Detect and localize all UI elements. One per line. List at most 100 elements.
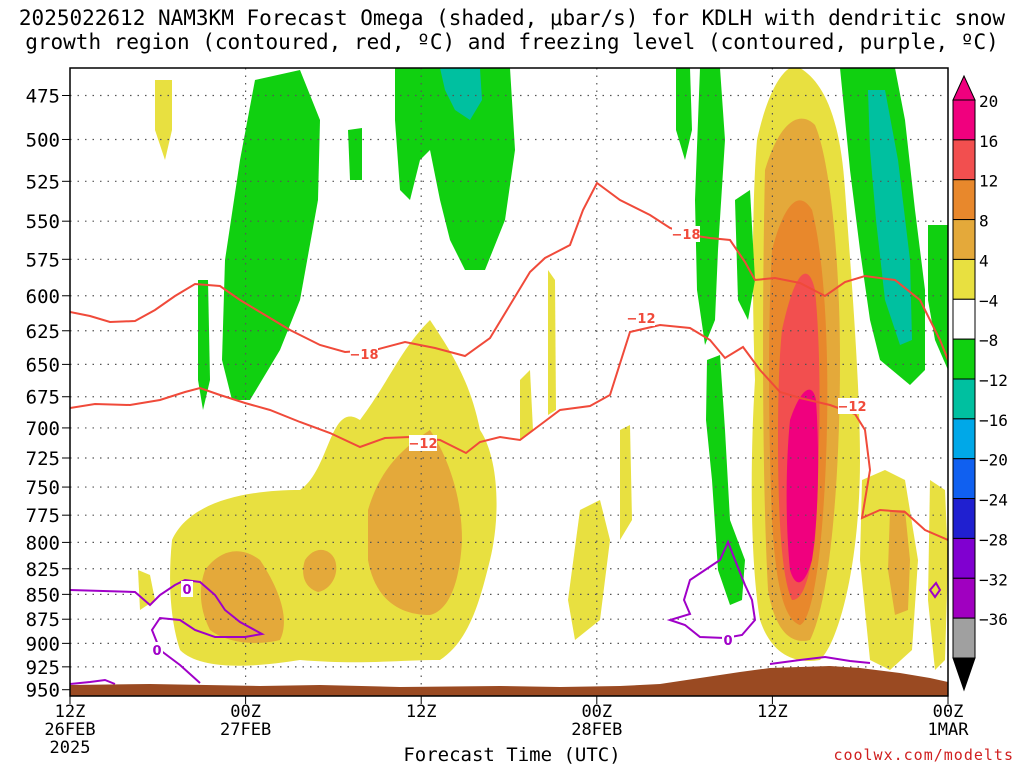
chart-title-line-1: 2025022612 NAM3KM Forecast Omega (shaded… (18, 6, 1006, 30)
y-tick-label: 775 (26, 505, 60, 527)
freezing-label: 0 (152, 644, 161, 659)
y-tick-label: 700 (26, 418, 60, 440)
colorbar-swatch (952, 298, 976, 340)
colorbar-swatch (952, 537, 976, 579)
colorbar-bottom-arrow (952, 657, 976, 692)
colorbar-top-arrow (952, 74, 976, 101)
colorbar-label: −28 (979, 530, 1008, 549)
x-tick-label: 00Z (581, 702, 613, 722)
omega-region-neg (695, 68, 725, 345)
omega-region-neg (222, 70, 320, 400)
colorbar-swatch (952, 498, 976, 539)
freezing-contour (769, 655, 871, 665)
terrain (70, 666, 948, 696)
colorbar-label: −16 (979, 411, 1008, 430)
y-tick-label: 500 (26, 129, 60, 151)
dgz-label: −12 (627, 312, 656, 327)
omega-region-neg (735, 190, 755, 320)
omega-region-8-12 (303, 549, 337, 592)
freezing-contour (928, 581, 942, 599)
colorbar-swatch (952, 338, 976, 380)
x-tick-label: 28FEB (571, 720, 623, 740)
omega-region-4-8 (568, 500, 610, 640)
y-tick-label: 800 (26, 532, 60, 554)
colorbar-label: −20 (979, 451, 1008, 470)
y-tick-label: 575 (26, 249, 60, 271)
omega-region-neg (395, 68, 515, 270)
x-tick-label: 00Z (230, 702, 261, 722)
colorbar-swatch (952, 219, 976, 260)
colorbar: 20 16 12 8 4 −4 −8 −12 −16 −20 −24 −28 −32 −36 (952, 74, 1008, 692)
x-tick-label: 27FEB (220, 720, 272, 740)
omega-region-neg (198, 280, 210, 410)
x-axis-title: Forecast Time (UTC) (403, 744, 621, 766)
colorbar-label: 8 (979, 212, 989, 231)
colorbar-label: 12 (979, 172, 998, 191)
omega-region-4-8 (155, 80, 172, 160)
colorbar-swatch (952, 179, 976, 221)
omega-region-4-8 (548, 270, 556, 415)
y-tick-label: 950 (26, 680, 60, 702)
omega-region-4-8 (520, 370, 533, 440)
y-tick-label: 875 (26, 609, 60, 631)
omega-shading (138, 68, 948, 670)
omega-region-8-12 (888, 510, 910, 615)
dgz-contour-minus12 (70, 323, 948, 541)
omega-region-20-plus (786, 389, 819, 583)
colorbar-label: 16 (979, 132, 998, 151)
y-tick-label: 750 (26, 477, 60, 499)
freezing-contour-labels: 0 0 0 (151, 581, 734, 659)
colorbar-label: −4 (979, 291, 998, 310)
colorbar-label: −36 (979, 610, 1008, 629)
omega-region-neg-strong (440, 68, 482, 120)
colorbar-label: −12 (979, 371, 1008, 390)
omega-region-4-8 (928, 480, 948, 670)
dgz-label: −18 (350, 348, 379, 363)
omega-region-neg (676, 68, 692, 160)
omega-region-neg (348, 128, 362, 180)
freezing-label: 0 (723, 634, 732, 649)
y-tick-label: 625 (26, 321, 60, 343)
plot-frame (69, 67, 949, 697)
y-tick-label: 600 (26, 286, 60, 308)
dgz-contours (70, 181, 948, 541)
y-tick-label: 925 (26, 657, 60, 679)
dgz-contour-labels: −18 −12 −12 −18 −12 (350, 226, 866, 452)
y-tick-label: 900 (26, 633, 60, 655)
x-tick-label: 12Z (54, 702, 86, 722)
y-axis: 475 500 525 550 575 600 625 650 675 700 725 750 775 8… (26, 86, 70, 702)
colorbar-label: 20 (979, 92, 998, 111)
colorbar-swatch (952, 378, 976, 420)
colorbar-label: −8 (979, 331, 998, 350)
freezing-label: 0 (182, 583, 191, 598)
x-tick-label: 1MAR (927, 720, 969, 740)
omega-region-neg (706, 355, 745, 605)
omega-region-neg-strong (868, 90, 912, 345)
freezing-contour (666, 539, 757, 640)
x-tick-label: 2025 (49, 738, 91, 758)
dgz-label: −12 (409, 437, 438, 452)
colorbar-swatch (952, 458, 976, 500)
dgz-contour-minus18 (70, 181, 948, 361)
credit-text: coolwx.com/modelts (833, 746, 1014, 764)
x-tick-label: 26FEB (44, 720, 96, 740)
colorbar-swatch (952, 139, 976, 181)
x-tick-label: 12Z (405, 702, 437, 722)
x-tick-label: 12Z (757, 702, 788, 722)
y-tick-label: 550 (26, 211, 60, 233)
colorbar-swatch (952, 99, 976, 141)
y-tick-label: 675 (26, 387, 60, 409)
omega-region-8-12 (200, 551, 284, 643)
y-tick-label: 525 (26, 171, 60, 193)
freezing-contour (70, 578, 265, 684)
dgz-label: −18 (672, 228, 701, 243)
colorbar-label: −32 (979, 570, 1008, 589)
freezing-contour (70, 678, 116, 685)
colorbar-swatch (952, 617, 976, 659)
freezing-contours (70, 539, 942, 685)
chart-title-line-2: growth region (contoured, red, ºC) and f… (25, 30, 999, 54)
y-tick-label: 725 (26, 448, 60, 470)
y-tick-label: 850 (26, 584, 60, 606)
colorbar-swatch (952, 577, 976, 619)
